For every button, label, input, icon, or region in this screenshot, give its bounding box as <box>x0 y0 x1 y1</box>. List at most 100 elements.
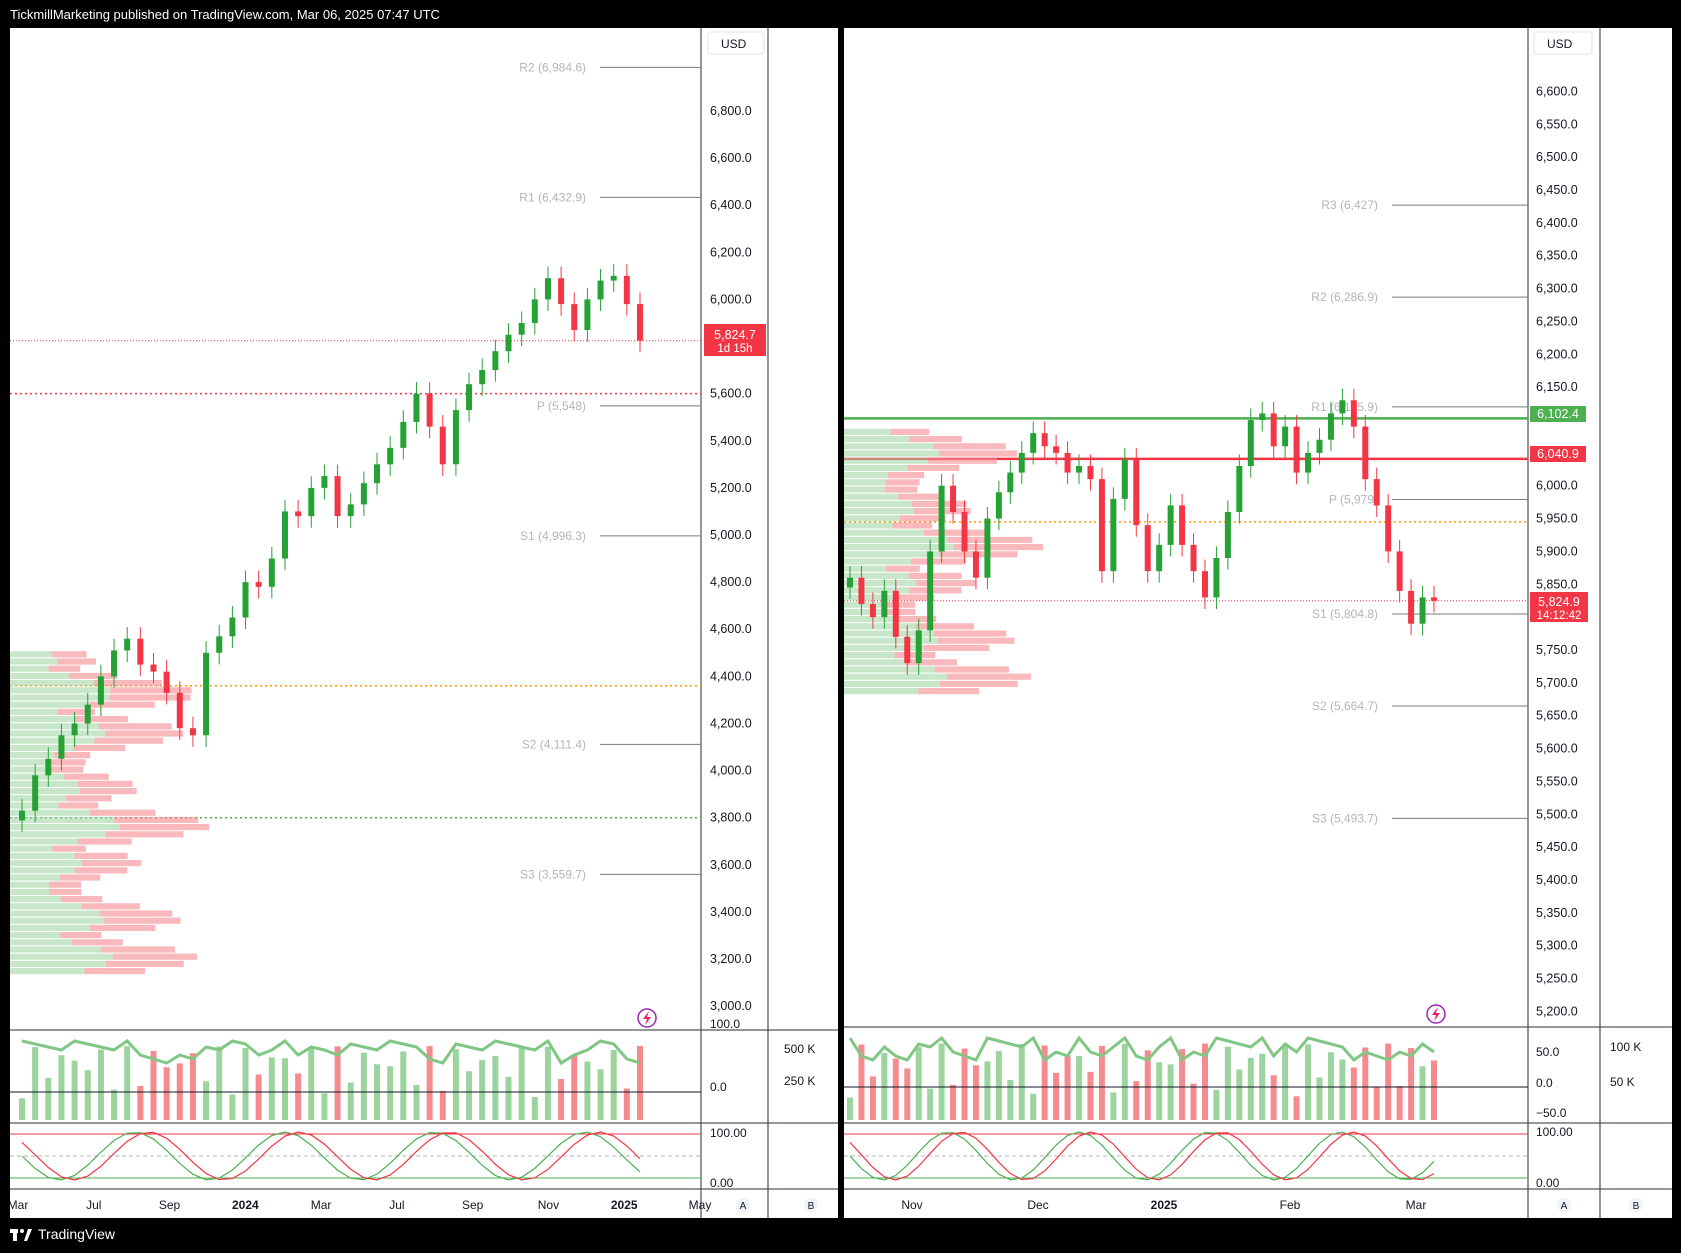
volume-bar <box>972 1065 979 1120</box>
candle <box>1419 597 1426 624</box>
price-axis-tick: 4,000.0 <box>710 764 752 778</box>
last-price-tag: 5,824.9 14:12:42 <box>1530 592 1588 622</box>
volume-bar <box>295 1073 302 1120</box>
candle <box>518 322 525 335</box>
price-axis-tick: 5,550.0 <box>1536 774 1578 788</box>
auto-scale-button[interactable] <box>1557 1198 1571 1212</box>
lightning-icon[interactable] <box>1426 1004 1446 1024</box>
volume-profile-bar <box>844 551 940 558</box>
volume-profile-bar <box>844 500 912 507</box>
candle <box>1121 459 1128 499</box>
log-scale-button[interactable] <box>804 1198 818 1212</box>
price-axis-tick: 4,600.0 <box>710 622 752 636</box>
volume-bar <box>1316 1077 1323 1120</box>
volume-bar <box>558 1078 565 1120</box>
candle <box>1156 544 1163 572</box>
candle <box>1201 571 1208 598</box>
volume-bar <box>189 1053 196 1120</box>
bar-countdown: 1d 15h <box>717 343 752 355</box>
candle <box>571 304 578 331</box>
candle <box>360 483 367 505</box>
volume-bar <box>45 1077 52 1120</box>
volume-profile-bar <box>112 953 197 960</box>
momentum-line <box>21 1038 641 1066</box>
volume-profile-bar <box>10 881 50 888</box>
pivot-label: P (5,979) <box>1329 493 1378 507</box>
volume-bar <box>518 1047 525 1120</box>
volume-bar <box>1201 1043 1208 1120</box>
volume-bar <box>1213 1089 1220 1120</box>
volume-bar <box>1133 1081 1140 1120</box>
volume-bar <box>203 1081 210 1120</box>
price-axis-tick: 5,200.0 <box>1536 1004 1578 1018</box>
candle <box>892 590 899 637</box>
price-axis-tick: 5,200.0 <box>710 481 752 495</box>
price-axis-tick: 6,300.0 <box>1536 282 1578 296</box>
volume-profile-bar <box>10 672 70 679</box>
volume-profile-bar <box>10 939 73 946</box>
volume-profile-bar <box>844 587 909 594</box>
volume-profile-bar <box>49 888 82 895</box>
volume-profile-bar <box>888 472 925 479</box>
stoch-k-line <box>849 1131 1435 1181</box>
volume-bar <box>1339 1059 1346 1120</box>
volume-profile-bar <box>906 659 957 666</box>
currency-box[interactable] <box>707 31 765 55</box>
candle <box>176 692 183 729</box>
volume-bar <box>452 1049 459 1120</box>
price-axis-tick: 6,500.0 <box>1536 150 1578 164</box>
volume-bar <box>492 1055 499 1120</box>
candle <box>1316 439 1323 453</box>
auto-scale-button[interactable] <box>736 1198 750 1212</box>
volume-bar <box>1236 1069 1243 1120</box>
time-axis-tick: 2025 <box>1151 1198 1178 1212</box>
price-axis-tick: 5,650.0 <box>1536 709 1578 723</box>
price-axis-tick: 3,000.0 <box>710 999 752 1013</box>
volume-label-250k: 250 K <box>784 1074 815 1088</box>
price-axis-tick: 5,600.0 <box>710 387 752 401</box>
right-chart-svg[interactable]: USD R3 (6,427)R2 (6,286.9)R1 (6,155.9)P … <box>844 28 1672 1218</box>
volume-profile-bar <box>10 723 99 730</box>
volume-profile-bar <box>844 688 919 695</box>
lightning-icon[interactable] <box>637 1008 657 1028</box>
left-chart-svg[interactable]: USD R2 (6,984.6) R1 (6,432.9) P (5,548) S1 … <box>8 28 838 1218</box>
stoch-label-top: 100.00 <box>1536 1125 1573 1139</box>
log-scale-label: B <box>808 1201 815 1212</box>
log-scale-label: B <box>1633 1201 1640 1212</box>
volume-profile-bar <box>953 544 1044 551</box>
price-axis-tick: 6,600.0 <box>1536 84 1578 98</box>
osc-label-top: 100.0 <box>710 1017 740 1031</box>
pivot-label: S1 (4,996.3) <box>520 529 586 543</box>
candle <box>426 393 433 427</box>
volume-profile-bar <box>105 831 184 838</box>
last-price-value: 5,824.9 <box>1538 595 1580 609</box>
volume-profile-bar <box>48 665 81 672</box>
footer: TradingView <box>10 1226 115 1242</box>
pivot-label: R2 (6,286.9) <box>1311 290 1378 304</box>
volume-profile-bar <box>10 932 61 939</box>
volume-profile-bar <box>113 816 199 823</box>
price-axis-tick: 6,000.0 <box>710 292 752 306</box>
candle <box>597 280 604 300</box>
candle <box>163 671 170 693</box>
volume-profile-bar <box>844 544 954 551</box>
volume-profile-bar <box>844 601 884 608</box>
candle <box>124 638 131 651</box>
volume-profile-bar <box>10 867 75 874</box>
volume-bar <box>84 1070 91 1120</box>
price-axis-tick: 4,800.0 <box>710 575 752 589</box>
currency-box[interactable] <box>1533 31 1593 55</box>
candle <box>400 421 407 448</box>
volume-profile-bar <box>10 780 78 787</box>
log-scale-button[interactable] <box>1629 1198 1643 1212</box>
volume-profile-bar <box>899 515 946 522</box>
volume-profile-bar <box>50 766 84 773</box>
candle <box>1190 544 1197 572</box>
time-axis-tick: Nov <box>901 1198 922 1212</box>
volume-profile-bar <box>10 809 91 816</box>
volume-bar <box>400 1051 407 1120</box>
volume-bar <box>1408 1048 1415 1120</box>
volume-profile-bar <box>844 536 948 543</box>
volume-profile-bar <box>844 472 889 479</box>
volume-bar <box>413 1084 420 1120</box>
